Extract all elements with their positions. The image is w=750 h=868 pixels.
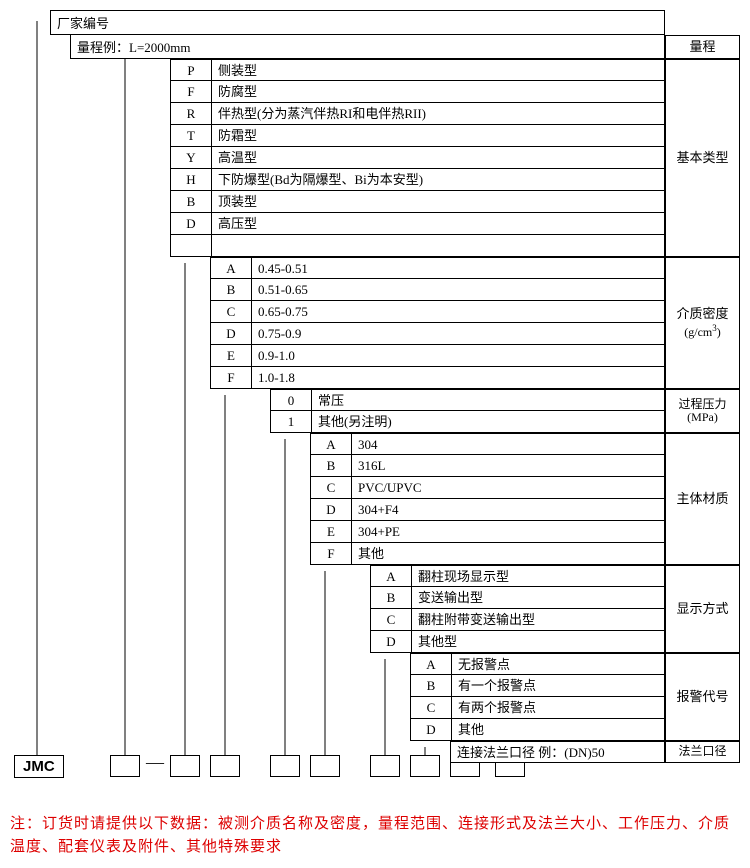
flange-label: 法兰口径 [665,741,740,763]
code-cell: E [310,521,352,543]
manufacturer-header: 厂家编号 [50,10,665,35]
desc-cell: 伴热型(分为蒸汽伴热RI和电伴热RII) [212,103,665,125]
code-cell: A [370,565,412,587]
range-example: 量程例：L=2000mm [70,35,665,59]
code-cell: B [170,191,212,213]
desc-cell: 高压型 [212,213,665,235]
code-cell: B [410,675,452,697]
code-cell: C [310,477,352,499]
code-cell: H [170,169,212,191]
desc-cell: 0.45-0.51 [252,257,665,279]
desc-cell: 变送输出型 [412,587,665,609]
pressure-label: 过程压力 (MPa) [665,389,740,433]
code-cell: C [210,301,252,323]
desc-cell: 其他(另注明) [312,411,665,433]
desc-cell: 有一个报警点 [452,675,665,697]
desc-cell: 侧装型 [212,59,665,81]
code-cell: R [170,103,212,125]
desc-cell: 0.9-1.0 [252,345,665,367]
desc-cell: 防腐型 [212,81,665,103]
code-cell [170,235,212,257]
code-cell: 0 [270,389,312,411]
basic-type-label: 基本类型 [665,59,740,257]
desc-cell: 无报警点 [452,653,665,675]
code-cell: A [210,257,252,279]
code-cell: A [310,433,352,455]
code-cell: B [210,279,252,301]
code-cell: P [170,59,212,81]
desc-cell: 下防爆型(Bd为隔爆型、Bi为本安型) [212,169,665,191]
code-cell: F [210,367,252,389]
code-cell: F [310,543,352,565]
desc-cell [212,235,665,257]
desc-cell: 翻柱附带变送输出型 [412,609,665,631]
desc-cell: 0.75-0.9 [252,323,665,345]
desc-cell: 1.0-1.8 [252,367,665,389]
code-cell: A [410,653,452,675]
code-cell: 1 [270,411,312,433]
order-note: 注：订货时请提供以下数据：被测介质名称及密度，量程范围、连接形式及法兰大小、工作… [10,813,740,858]
desc-cell: 翻柱现场显示型 [412,565,665,587]
flange-desc: 连接法兰口径 例：(DN)50 [450,741,665,763]
desc-cell: PVC/UPVC [352,477,665,499]
desc-cell: 304+F4 [352,499,665,521]
desc-cell: 304 [352,433,665,455]
code-cell: D [170,213,212,235]
desc-cell: 顶装型 [212,191,665,213]
desc-cell: 其他 [352,543,665,565]
desc-cell: 0.51-0.65 [252,279,665,301]
code-cell: B [310,455,352,477]
desc-cell: 316L [352,455,665,477]
desc-cell: 防霜型 [212,125,665,147]
code-cell: B [370,587,412,609]
desc-cell: 高温型 [212,147,665,169]
code-cell: D [370,631,412,653]
desc-cell: 有两个报警点 [452,697,665,719]
code-cell: D [310,499,352,521]
code-cell: C [410,697,452,719]
desc-cell: 其他型 [412,631,665,653]
desc-cell: 其他 [452,719,665,741]
material-label: 主体材质 [665,433,740,565]
code-cell: Y [170,147,212,169]
code-cell: E [210,345,252,367]
code-cell: D [210,323,252,345]
alarm-label: 报警代号 [665,653,740,741]
code-cell: F [170,81,212,103]
code-cell: D [410,719,452,741]
range-right-label: 量程 [665,35,740,59]
desc-cell: 304+PE [352,521,665,543]
desc-cell: 0.65-0.75 [252,301,665,323]
density-label: 介质密度 (g/cm3) [665,257,740,389]
display-label: 显示方式 [665,565,740,653]
code-cell: T [170,125,212,147]
desc-cell: 常压 [312,389,665,411]
code-cell: C [370,609,412,631]
